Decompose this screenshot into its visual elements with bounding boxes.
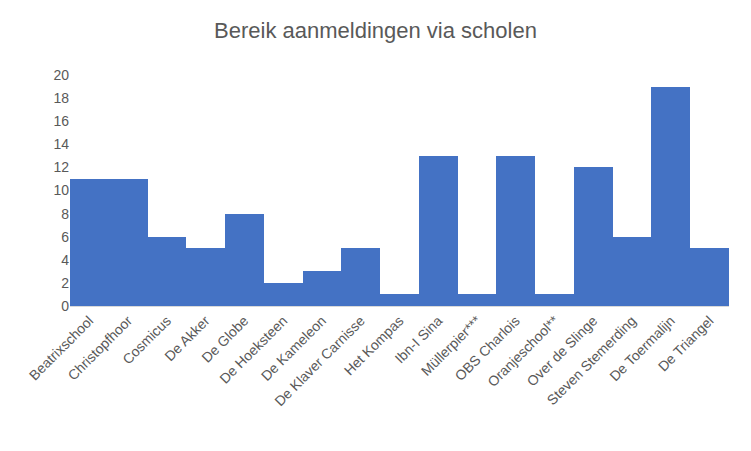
svg-text:Steven Stemerding: Steven Stemerding — [544, 313, 640, 409]
svg-text:Over de Slinge: Over de Slinge — [524, 312, 601, 389]
svg-text:OBS Charlois: OBS Charlois — [452, 313, 523, 384]
svg-text:De Toermalijn: De Toermalijn — [606, 313, 678, 385]
svg-text:2: 2 — [61, 275, 69, 291]
svg-text:20: 20 — [53, 67, 69, 83]
svg-text:Oranjeschool**: Oranjeschool** — [484, 312, 562, 390]
svg-text:8: 8 — [61, 206, 69, 222]
svg-text:De Kameleon: De Kameleon — [258, 313, 329, 384]
svg-text:Bereik aanmeldingen via schole: Bereik aanmeldingen via scholen — [214, 18, 537, 43]
svg-text:18: 18 — [53, 90, 69, 106]
svg-text:4: 4 — [61, 252, 69, 268]
svg-text:De Klaver Carnisse: De Klaver Carnisse — [271, 312, 368, 409]
svg-text:Ibn-I Sina: Ibn-I Sina — [392, 312, 446, 366]
svg-text:6: 6 — [61, 229, 69, 245]
svg-text:0: 0 — [61, 298, 69, 314]
svg-text:De Triangel: De Triangel — [655, 313, 717, 375]
svg-text:12: 12 — [53, 159, 69, 175]
svg-text:10: 10 — [53, 182, 69, 198]
svg-text:16: 16 — [53, 113, 69, 129]
svg-text:De Hoeksteen: De Hoeksteen — [216, 313, 290, 387]
svg-text:De Globe: De Globe — [198, 312, 251, 365]
svg-text:Müllerpier***: Müllerpier*** — [418, 312, 485, 379]
svg-text:Cosmicus: Cosmicus — [119, 313, 174, 368]
svg-text:Het Kompas: Het Kompas — [341, 313, 407, 379]
svg-text:14: 14 — [53, 136, 69, 152]
svg-text:De Akker: De Akker — [161, 312, 213, 364]
svg-text:Christopfhoor: Christopfhoor — [64, 312, 135, 383]
svg-text:Beatrixschool: Beatrixschool — [26, 313, 97, 384]
